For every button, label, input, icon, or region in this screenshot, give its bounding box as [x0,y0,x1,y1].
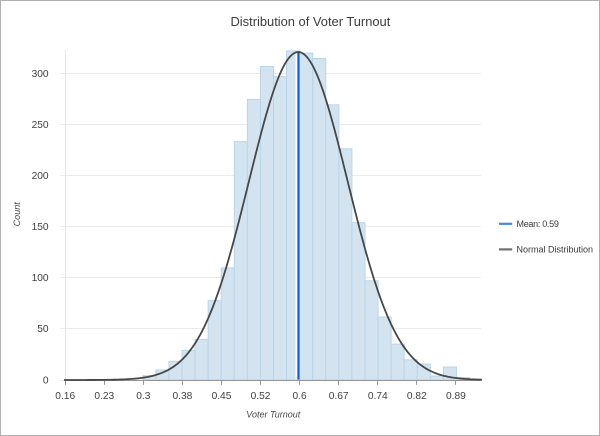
svg-text:0.74: 0.74 [368,391,388,402]
svg-text:0.16: 0.16 [55,391,75,402]
svg-text:0.52: 0.52 [251,391,271,402]
svg-text:0.67: 0.67 [329,391,349,402]
svg-text:Normal Distribution: Normal Distribution [517,244,594,254]
svg-text:100: 100 [32,273,49,284]
svg-text:0.82: 0.82 [407,391,427,402]
svg-text:Count: Count [12,202,22,227]
svg-text:250: 250 [32,120,49,131]
svg-text:Voter Turnout: Voter Turnout [246,409,301,419]
svg-text:150: 150 [32,222,49,233]
svg-text:0.6: 0.6 [293,391,307,402]
svg-text:0.45: 0.45 [212,391,232,402]
svg-text:Distribution of Voter Turnout: Distribution of Voter Turnout [231,14,391,29]
svg-text:300: 300 [32,69,49,80]
svg-text:Mean: 0.59: Mean: 0.59 [517,219,559,229]
svg-text:0.23: 0.23 [94,391,114,402]
svg-text:50: 50 [37,324,49,335]
svg-text:200: 200 [32,171,49,182]
svg-text:0.89: 0.89 [446,391,466,402]
svg-text:0.38: 0.38 [172,391,192,402]
svg-text:0: 0 [43,375,49,386]
svg-text:0.3: 0.3 [136,391,150,402]
